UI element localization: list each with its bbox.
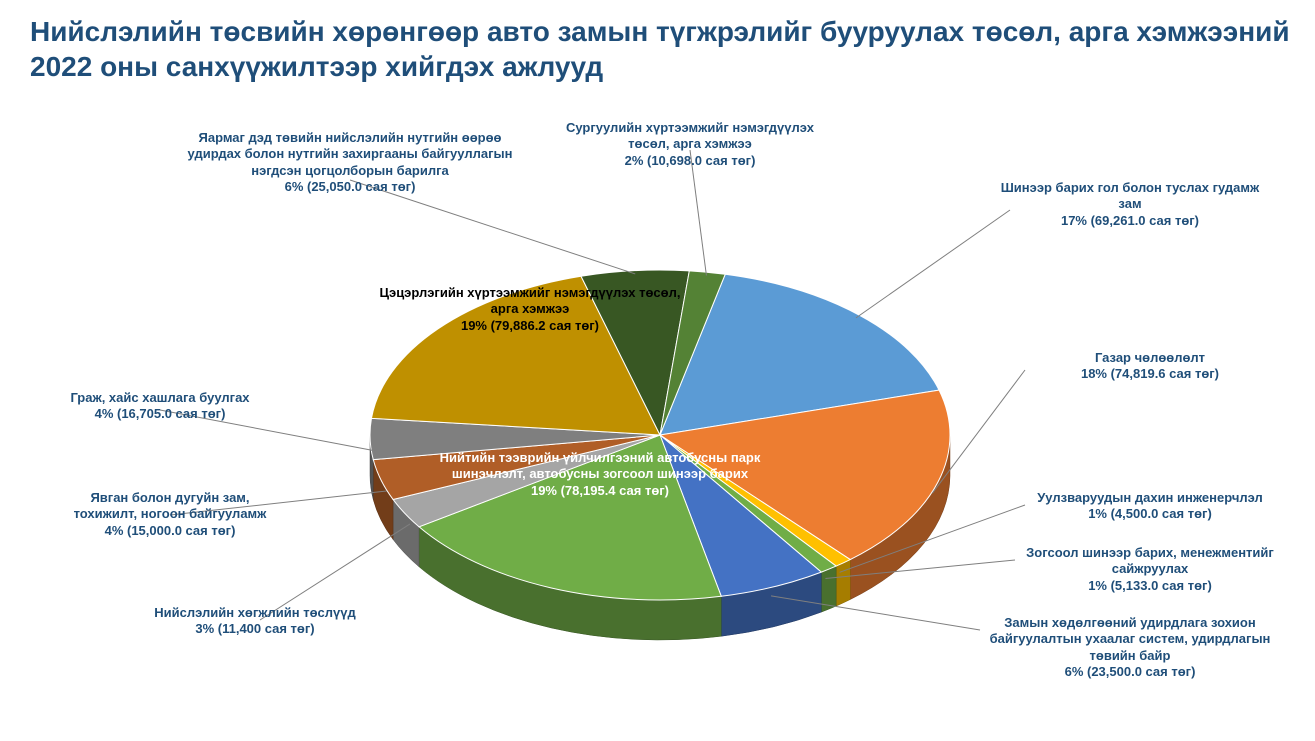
chart-title: Нийслэлийн төсвийн хөрөнгөөр авто замын …	[30, 14, 1290, 84]
pie-slice-side	[836, 560, 850, 607]
leader-line	[170, 491, 387, 515]
leader-line	[350, 180, 635, 274]
leader-line	[856, 210, 1010, 318]
leader-line	[260, 524, 410, 620]
leader-line	[690, 150, 706, 275]
pie-chart: Шинээр барих гол болон туслах гудамж зам…	[0, 100, 1315, 741]
leader-line	[160, 410, 376, 451]
